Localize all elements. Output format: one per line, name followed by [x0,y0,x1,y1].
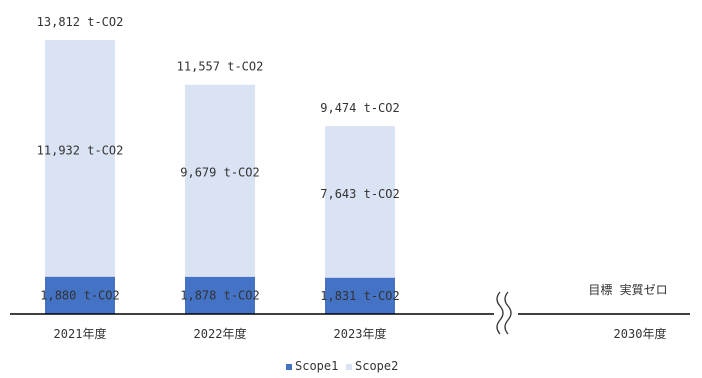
data-label-scope2-3: 7,643 t-CO2 [320,187,399,201]
data-label-scope1-1: 1,880 t-CO2 [40,288,119,302]
data-label-scope1-2: 1,878 t-CO2 [180,288,259,302]
legend: Scope1 Scope2 [286,359,398,373]
total-label-2: 11,557 t-CO2 [177,60,264,74]
bar-scope2-2 [185,84,255,277]
bar-scope2-3 [325,126,395,278]
legend-swatch-scope2 [346,364,352,370]
axis-break-icon [494,286,518,335]
legend-swatch-scope1 [286,364,292,370]
data-label-scope2-2: 9,679 t-CO2 [180,166,259,180]
total-label-1: 13,812 t-CO2 [37,15,124,29]
legend-label-scope1: Scope1 [295,359,338,373]
bars-group [45,40,395,314]
category-label-3: 2023年度 [334,326,387,341]
category-labels-group: 2021年度 2022年度 2023年度 2030年度 [54,326,667,341]
bar-scope1-1 [45,276,115,314]
total-label-3: 9,474 t-CO2 [320,101,399,115]
target-label: 目標 実質ゼロ [588,282,667,297]
bar-scope1-2 [185,276,255,314]
category-label-4: 2030年度 [614,326,667,341]
legend-label-scope2: Scope2 [355,359,398,373]
segment-labels-group: 1,880 t-CO2 11,932 t-CO2 13,812 t-CO2 1,878… [37,15,400,303]
category-label-2: 2022年度 [194,326,247,341]
data-label-scope2-1: 11,932 t-CO2 [37,143,124,157]
bar-scope1-3 [325,277,395,314]
data-label-scope1-3: 1,831 t-CO2 [320,289,399,303]
bar-scope2-1 [45,40,115,277]
category-label-1: 2021年度 [54,326,107,341]
